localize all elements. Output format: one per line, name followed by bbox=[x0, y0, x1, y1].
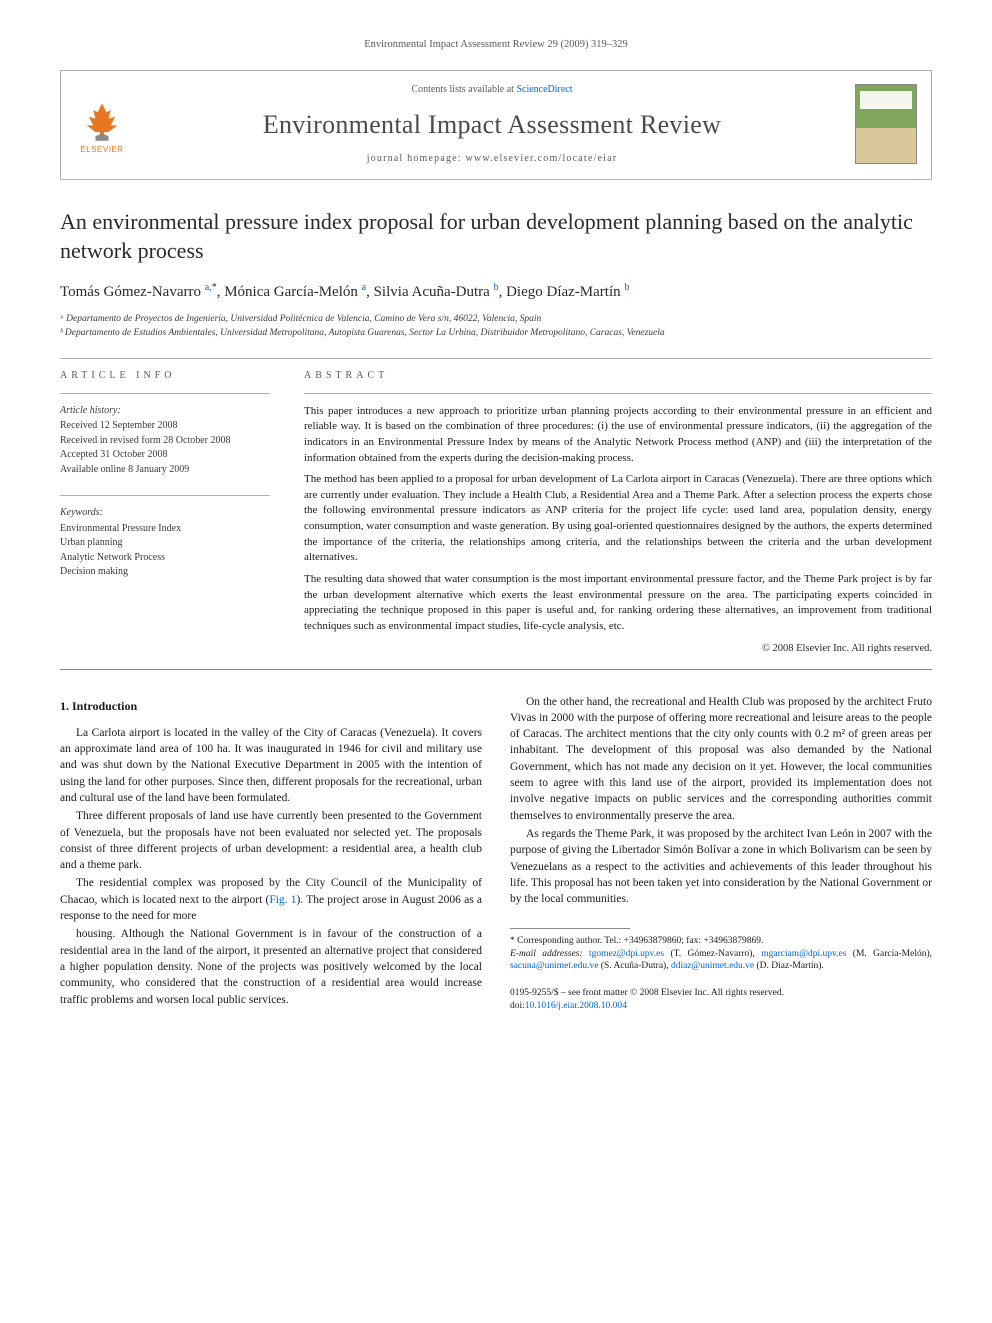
keywords-label: Keywords: bbox=[60, 506, 270, 521]
elsevier-tree-icon bbox=[80, 99, 124, 143]
journal-name: Environmental Impact Assessment Review bbox=[143, 107, 841, 142]
keyword-line: Analytic Network Process bbox=[60, 551, 270, 566]
email-addresses: E-mail addresses: tgomez@dpi.upv.es (T. … bbox=[510, 948, 932, 974]
article-title: An environmental pressure index proposal… bbox=[60, 208, 932, 265]
history-label: Article history: bbox=[60, 404, 270, 419]
info-abstract-row: article info Article history: Received 1… bbox=[60, 369, 932, 656]
body-paragraph: housing. Although the National Governmen… bbox=[60, 926, 482, 1008]
history-line: Received in revised form 28 October 2008 bbox=[60, 434, 270, 449]
body-paragraph: As regards the Theme Park, it was propos… bbox=[510, 826, 932, 908]
divider-body bbox=[60, 669, 932, 670]
keywords-block: Keywords: Environmental Pressure IndexUr… bbox=[60, 506, 270, 580]
homepage-prefix: journal homepage: bbox=[367, 153, 466, 164]
abstract-paragraph: The resulting data showed that water con… bbox=[304, 572, 932, 634]
divider-abs bbox=[304, 393, 932, 394]
doi-line: doi:10.1016/j.eiar.2008.10.004 bbox=[510, 1000, 932, 1013]
abstract-paragraph: This paper introduces a new approach to … bbox=[304, 404, 932, 466]
keyword-line: Urban planning bbox=[60, 536, 270, 551]
divider-top bbox=[60, 358, 932, 359]
elsevier-wordmark: ELSEVIER bbox=[80, 145, 123, 156]
divider-info-2 bbox=[60, 495, 270, 496]
article-info-column: article info Article history: Received 1… bbox=[60, 369, 270, 656]
corresponding-author: * Corresponding author. Tel.: +349638798… bbox=[510, 935, 932, 948]
email-link[interactable]: ddiaz@unimet.edu.ve bbox=[671, 961, 754, 971]
affiliation-line: ᵃ Departamento de Proyectos de Ingenierí… bbox=[60, 313, 932, 326]
authors-line: Tomás Gómez-Navarro a,*, Mónica García-M… bbox=[60, 281, 932, 302]
history-line: Accepted 31 October 2008 bbox=[60, 448, 270, 463]
homepage-url: www.elsevier.com/locate/eiar bbox=[466, 153, 618, 164]
elsevier-logo: ELSEVIER bbox=[75, 92, 129, 156]
abstract-paragraph: The method has been applied to a proposa… bbox=[304, 472, 932, 566]
body-columns: 1. Introduction La Carlota airport is lo… bbox=[60, 694, 932, 1013]
header-center: Contents lists available at ScienceDirec… bbox=[143, 83, 841, 165]
affiliations: ᵃ Departamento de Proyectos de Ingenierí… bbox=[60, 313, 932, 341]
abstract-column: abstract This paper introduces a new app… bbox=[304, 369, 932, 656]
body-paragraph: Three different proposals of land use ha… bbox=[60, 808, 482, 873]
body-paragraph: The residential complex was proposed by … bbox=[60, 875, 482, 924]
divider-info-1 bbox=[60, 393, 270, 394]
contents-available-line: Contents lists available at ScienceDirec… bbox=[143, 83, 841, 97]
page-root: Environmental Impact Assessment Review 2… bbox=[0, 0, 992, 1053]
email-link[interactable]: sacuna@unimet.edu.ve bbox=[510, 961, 598, 971]
article-history-block: Article history: Received 12 September 2… bbox=[60, 404, 270, 478]
doi-link[interactable]: 10.1016/j.eiar.2008.10.004 bbox=[525, 1001, 627, 1011]
running-head: Environmental Impact Assessment Review 2… bbox=[60, 38, 932, 52]
sciencedirect-link[interactable]: ScienceDirect bbox=[516, 84, 572, 95]
email-link[interactable]: tgomez@dpi.upv.es bbox=[589, 949, 664, 959]
history-line: Available online 8 January 2009 bbox=[60, 463, 270, 478]
abstract-text: This paper introduces a new approach to … bbox=[304, 404, 932, 635]
keyword-line: Environmental Pressure Index bbox=[60, 522, 270, 537]
email-link[interactable]: mgarciam@dpi.upv.es bbox=[761, 949, 846, 959]
body-paragraph: La Carlota airport is located in the val… bbox=[60, 725, 482, 807]
abstract-heading: abstract bbox=[304, 369, 932, 383]
front-matter-line: 0195-9255/$ – see front matter © 2008 El… bbox=[510, 987, 932, 1000]
doi-prefix: doi: bbox=[510, 1001, 525, 1011]
article-info-heading: article info bbox=[60, 369, 270, 383]
journal-cover-thumb bbox=[855, 84, 917, 164]
journal-header: ELSEVIER Contents lists available at Sci… bbox=[60, 70, 932, 180]
body-paragraph: On the other hand, the recreational and … bbox=[510, 694, 932, 825]
footer-meta: 0195-9255/$ – see front matter © 2008 El… bbox=[510, 987, 932, 1013]
footnotes: * Corresponding author. Tel.: +349638798… bbox=[510, 928, 932, 973]
footnote-rule bbox=[510, 928, 630, 929]
section-heading-intro: 1. Introduction bbox=[60, 698, 482, 715]
contents-prefix: Contents lists available at bbox=[411, 84, 516, 95]
affiliation-line: ᵇ Departamento de Estudios Ambientales, … bbox=[60, 327, 932, 340]
keyword-line: Decision making bbox=[60, 565, 270, 580]
history-line: Received 12 September 2008 bbox=[60, 419, 270, 434]
journal-homepage-line: journal homepage: www.elsevier.com/locat… bbox=[143, 152, 841, 166]
abstract-copyright: © 2008 Elsevier Inc. All rights reserved… bbox=[304, 642, 932, 656]
